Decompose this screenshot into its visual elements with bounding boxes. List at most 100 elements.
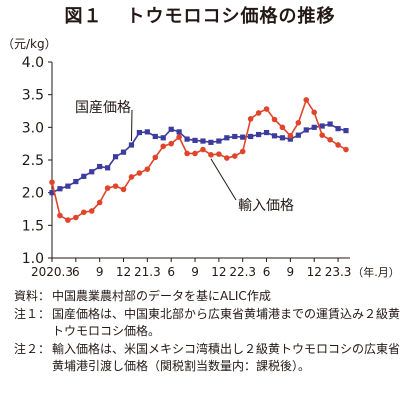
series-2-point [73,214,79,221]
series-1-point [97,163,103,170]
x-tick-label: 6 [263,265,271,279]
series-2-point [247,116,254,122]
series-1-point [128,142,135,148]
series-2-point [57,212,63,219]
series-1-point [81,173,87,179]
series-1-point [184,136,190,142]
series-2-point [295,119,302,126]
series-2-point [65,217,71,223]
note-1: 注１： 国産価格は、中国東北部から広東省黄埔港までの運賃込み２級黄トウモロコシ価… [14,306,400,340]
series-line-2 [51,98,347,221]
series-2-point [144,166,151,172]
series-2-point [279,124,286,131]
y-tick-label: 4.0 [22,55,44,71]
series-2-point [271,116,278,123]
note-label: 注１： [14,307,51,321]
y-unit-label: （元/kg） [2,37,57,51]
series-2-point [88,208,95,214]
x-tick-label: 9 [96,265,104,279]
series-2-point [136,170,143,176]
y-tick-label: 3.0 [22,120,44,136]
series-2-point [128,174,135,180]
x-tick-label: 9 [287,265,295,279]
series-1-point [168,126,174,132]
series-1-point [208,139,214,145]
series-2-point [120,186,127,193]
series-2-point [184,150,190,157]
series-2-point [311,109,318,116]
series-1-point [89,169,95,175]
y-tick-label: 2.5 [22,153,44,169]
series-1-point [65,183,71,189]
series-2-point [216,151,222,157]
series-2-point [239,148,246,155]
figure-title: 図１ トウモロコシ価格の推移 [0,2,400,28]
series-2-point [112,183,119,189]
note-label: 注２： [14,342,51,356]
series-2-point [200,146,206,153]
x-unit-label: （年.月） [352,265,400,279]
series-label-import: 輸入価格 [238,198,294,214]
series-1-point [120,149,127,155]
note-text: 国産価格は、中国東北部から広東省黄埔港までの運賃込み２級黄トウモロコシ価格。 [52,307,400,338]
series-2-point [208,151,214,158]
leader-line-domestic [130,109,133,141]
series-2-point [176,134,182,140]
series-1-point [73,178,79,185]
series-1-point [263,129,270,136]
figure-number: 図１ [64,6,103,27]
series-1-point [240,134,246,140]
series-1-point [327,121,333,127]
series-1-point [152,133,158,140]
x-tick-label: 9 [191,265,199,279]
note-label: 資料： [14,289,51,303]
series-2-point [168,140,174,147]
y-tick-label: 3.5 [22,88,44,104]
series-1-point [232,133,238,140]
series-1-point [295,132,301,138]
series-label-domestic: 国産価格 [75,100,131,116]
notes: 資料： 中国農業農村部のデータを基にALIC作成 注１： 国産価格は、中国東北部… [14,288,400,376]
x-tick-label: 6 [167,265,175,279]
series-2-point [192,150,198,157]
series-2-point [255,110,262,116]
series-1-point [136,129,143,136]
series-1-point [303,127,309,133]
x-tick-label: 12 [116,265,131,279]
series-2-point [80,209,87,216]
series-2-point [224,155,230,161]
series-1-point [144,129,150,135]
y-tick-label: 1.5 [22,218,44,234]
leader-line-import [210,158,237,201]
note-text: 中国農業農村部のデータを基にALIC作成 [52,289,271,303]
series-2-point [303,97,310,103]
series-1-point [335,126,341,132]
figure-title-text: トウモロコシ価格の推移 [126,6,336,27]
note-source: 資料： 中国農業農村部のデータを基にALIC作成 [14,288,400,305]
series-1-point [319,123,325,129]
x-tick-label: 12 [307,265,322,279]
series-2-point [263,106,270,112]
series-1-point [224,135,230,141]
series-1-point [271,133,278,139]
series-1-point [343,128,349,134]
series-2-point [319,132,325,138]
series-1-point [311,124,317,130]
series-2-point [160,143,167,150]
x-tick-label: 12 [211,265,226,279]
series-1-point [105,165,111,171]
series-2-point [287,133,294,139]
series-1-point [160,135,166,141]
series-1-point [176,129,182,135]
series-1-point [248,133,254,140]
series-2-point [335,142,341,148]
series-2-point [96,199,103,206]
x-tick-label: 21.3 [134,265,161,279]
x-tick-label: 22.3 [229,265,256,279]
y-tick-label: 1.0 [22,251,44,267]
series-1-point [287,136,293,142]
series-2-point [231,153,238,159]
series-2-point [343,146,349,153]
series-1-point [57,186,63,192]
